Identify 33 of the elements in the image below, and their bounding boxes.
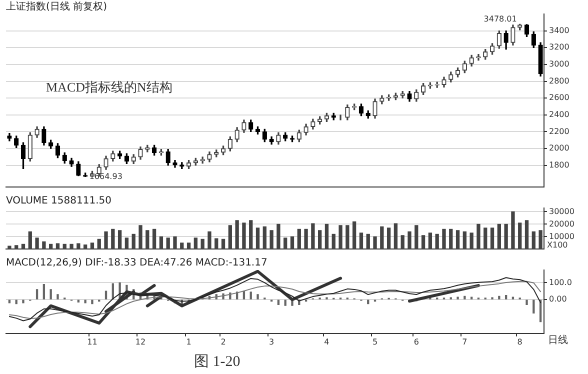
chart-title: 上证指数(日线 前复权) (6, 0, 108, 13)
y-tick-label: 3200 (549, 42, 570, 52)
y-tick-label: 0.00 (549, 294, 567, 304)
y-axis-title: X100 (547, 240, 568, 250)
x-tick-label: 6 (414, 337, 419, 346)
annotation: 3478.01 (484, 14, 517, 24)
x-tick-label: 11 (87, 337, 98, 346)
caption: 图 1-20 (194, 354, 240, 370)
y-tick-label: 10000 (549, 232, 574, 241)
y-tick-label: 3400 (549, 26, 570, 35)
y-tick-label: 20000 (549, 219, 574, 228)
chart-title: VOLUME 1588111.50 (6, 196, 112, 207)
text: 日线 (548, 334, 568, 346)
y-tick-label: 2200 (549, 126, 570, 136)
annotation: MACD指标线的N结构 (46, 79, 172, 94)
y-tick-label: 100.0 (549, 278, 572, 287)
y-tick-label: 30000 (549, 206, 574, 216)
x-tick-label: 7 (462, 337, 468, 346)
x-tick-label: 12 (135, 337, 146, 346)
x-tick-label: 8 (517, 337, 522, 346)
x-tick-label: 4 (324, 337, 330, 346)
y-tick-label: 2600 (549, 93, 570, 102)
y-tick-label: 2400 (549, 110, 570, 119)
x-tick-label: 5 (372, 337, 378, 346)
x-tick-label: 1 (186, 337, 192, 346)
x-tick-label: 2 (220, 337, 226, 346)
annotation: 1664.93 (89, 172, 122, 181)
y-tick-label: 2800 (549, 76, 570, 86)
x-tick-label: 3 (269, 337, 274, 346)
y-tick-label: 2000 (549, 144, 570, 153)
y-tick-label: 3000 (549, 60, 570, 69)
y-tick-label: 1800 (549, 160, 570, 170)
chart-title: MACD(12,26,9) DIF:-18.33 DEA:47.26 MACD:-131.17 (6, 258, 268, 269)
